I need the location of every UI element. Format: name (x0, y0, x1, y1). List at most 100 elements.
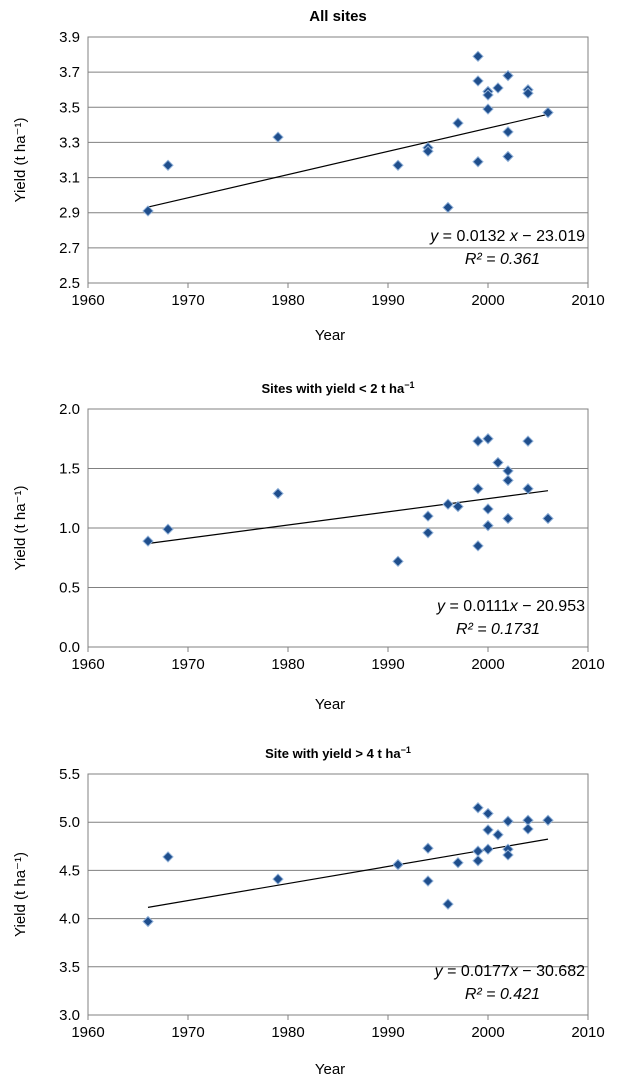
y-tick-label: 5.0 (59, 814, 80, 831)
x-tick-label: 2000 (471, 656, 504, 673)
data-point (482, 433, 494, 445)
equation-x: x (509, 598, 519, 615)
chart-title-text: All sites (309, 8, 367, 25)
plot-area (87, 36, 589, 284)
data-point (392, 555, 404, 568)
chart-panel-2: 0.0 0.5 1.0 1.5 2.0 1960 1970 1980 1990 2000 2010 S… (12, 380, 605, 713)
y-axis-label: Yield (t ha⁻¹) (12, 486, 29, 571)
regression-equation: y = 0.0177x − 30.682 (434, 963, 585, 980)
trendline (147, 113, 549, 208)
equation-slope: = 0.0177 (443, 963, 510, 980)
equation-slope: = 0.0111 (445, 598, 510, 615)
chart-panel-1: 2.5 2.7 2.9 3.1 3.3 3.5 3.7 3.9 1960 1970 1980 1990… (12, 8, 605, 344)
x-tick-label: 1970 (171, 656, 204, 673)
chart-title-text: Sites with yield < 2 t ha (262, 381, 405, 396)
data-point (422, 527, 434, 539)
data-point (502, 150, 514, 163)
regression-equation: y = 0.0132 x − 23.019 (429, 228, 585, 245)
y-tick-label: 3.5 (59, 959, 80, 976)
data-point (422, 842, 434, 854)
chart-title-text: Site with yield > 4 t ha (265, 746, 401, 761)
data-point (502, 815, 514, 827)
data-point (502, 126, 514, 138)
data-point (482, 843, 494, 855)
x-axis-label: Year (315, 1061, 345, 1078)
data-point (482, 503, 494, 515)
data-point (522, 483, 534, 495)
y-tick-label: 2.7 (59, 240, 80, 257)
data-point (482, 103, 494, 115)
data-point (542, 106, 554, 119)
trendline (147, 490, 549, 545)
data-point (442, 498, 454, 510)
r-squared: R² = 0.421 (465, 986, 540, 1003)
data-point (472, 435, 484, 447)
data-point (482, 807, 494, 820)
data-point (142, 915, 154, 928)
y-tick-label: 1.5 (59, 461, 80, 478)
equation-intercept: − 23.019 (518, 228, 585, 245)
x-tick-label: 1960 (71, 1024, 104, 1041)
x-tick-label: 2010 (571, 656, 604, 673)
x-axis-label: Year (315, 327, 345, 344)
chart-title: All sites (309, 8, 367, 25)
data-point (482, 824, 494, 836)
data-point (482, 519, 494, 532)
x-tick-label: 2000 (471, 292, 504, 309)
data-point (442, 898, 454, 910)
data-point (452, 856, 464, 869)
r-squared: R² = 0.361 (465, 251, 540, 268)
data-point (522, 823, 534, 835)
data-point (472, 845, 484, 857)
data-point (522, 87, 534, 99)
data-point (472, 75, 484, 87)
y-tick-label: 4.5 (59, 862, 80, 879)
data-point (492, 82, 504, 94)
x-tick-label: 1980 (271, 292, 304, 309)
y-tick-label: 2.9 (59, 205, 80, 222)
x-tick-label: 2010 (571, 292, 604, 309)
chart-title: Sites with yield < 2 t ha−1 (262, 380, 415, 396)
data-point (272, 487, 284, 500)
x-axis-label: Year (315, 696, 345, 713)
data-point (502, 474, 514, 487)
data-point (472, 50, 484, 63)
data-point (142, 535, 154, 547)
plot-area (87, 773, 589, 1016)
y-axis-label: Yield (t ha⁻¹) (12, 852, 29, 937)
x-tick-label: 1970 (171, 1024, 204, 1041)
x-tick-label: 2000 (471, 1024, 504, 1041)
data-point (472, 483, 484, 495)
chart-title-superscript: −1 (404, 380, 414, 390)
data-point (442, 201, 454, 214)
data-point (162, 851, 174, 863)
data-point (492, 829, 504, 841)
equation-intercept: − 20.953 (518, 598, 585, 615)
y-tick-label: 0.0 (59, 639, 80, 656)
equation-y: y (434, 963, 444, 980)
data-point (472, 802, 484, 814)
equation-slope: = 0.0132 (438, 228, 510, 245)
data-point (472, 855, 484, 867)
data-point (272, 131, 284, 143)
x-tick-label: 1980 (271, 656, 304, 673)
data-point (472, 156, 484, 168)
chart-panel-3: 3.0 3.5 4.0 4.5 5.0 5.5 1960 1970 1980 1990 2000 20… (12, 745, 605, 1078)
data-point (142, 205, 154, 217)
data-point (542, 512, 554, 525)
equation-x: x (509, 963, 519, 980)
y-tick-label: 2.0 (59, 401, 80, 418)
data-point (392, 858, 404, 871)
y-tick-label: 3.0 (59, 1007, 80, 1024)
x-tick-label: 1960 (71, 292, 104, 309)
y-tick-label: 0.5 (59, 580, 80, 597)
equation-x: x (509, 228, 519, 245)
data-point (422, 510, 434, 522)
y-tick-label: 3.3 (59, 134, 80, 151)
data-point (422, 145, 434, 157)
r-squared: R² = 0.1731 (456, 621, 540, 638)
data-point (542, 814, 554, 826)
x-tick-label: 1970 (171, 292, 204, 309)
data-point (502, 849, 514, 861)
y-tick-label: 3.7 (59, 64, 80, 81)
